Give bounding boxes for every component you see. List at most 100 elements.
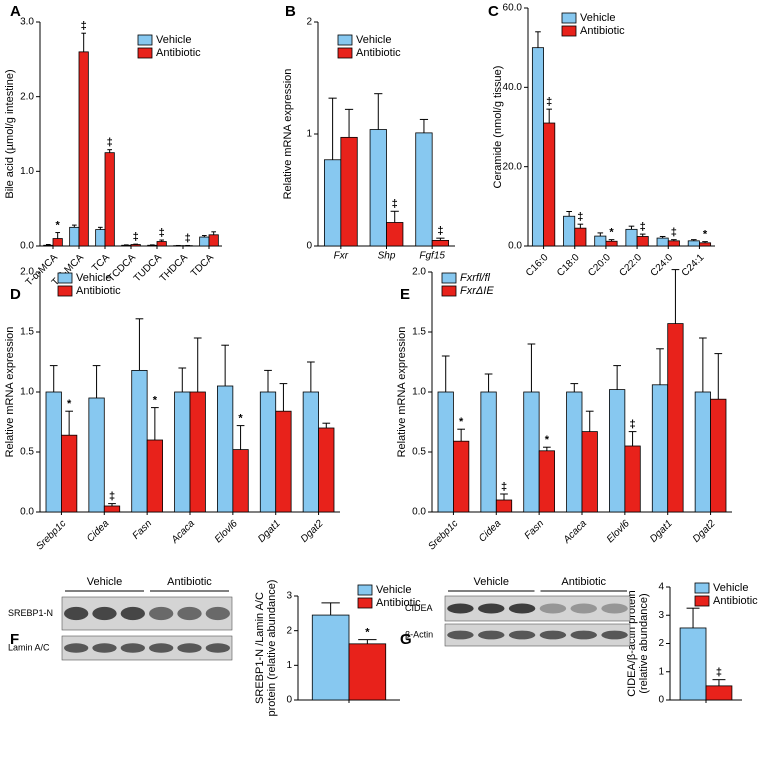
panel-letter: C (488, 3, 499, 20)
panel-letter: B (285, 3, 296, 20)
x-tick-label: C20:0 (586, 252, 613, 279)
bar (687, 240, 700, 247)
bar (538, 450, 555, 513)
bar (710, 398, 727, 513)
legend-label: Vehicle (580, 12, 615, 24)
panel-letter: G (400, 631, 412, 648)
significance-marker: ‡ (546, 96, 552, 108)
y-tick-label: 1.5 (412, 327, 426, 338)
significance-marker: * (459, 416, 464, 428)
bar (173, 245, 184, 247)
significance-marker: ‡ (109, 491, 115, 503)
bar (705, 685, 733, 701)
bar (131, 369, 148, 513)
bar (95, 229, 106, 247)
legend-label: Vehicle (376, 584, 411, 596)
y-axis-label: protein (relative abundance) (266, 580, 278, 717)
blot-band (447, 603, 474, 614)
bar (147, 244, 158, 247)
x-tick-label: TCA (90, 252, 112, 274)
bar (581, 431, 598, 513)
bar (45, 391, 62, 513)
legend-swatch (694, 582, 710, 594)
panel-letter: A (10, 3, 21, 20)
significance-marker: * (609, 227, 614, 239)
legend-label: Fxrfl/fl (460, 272, 490, 284)
bar (174, 391, 191, 513)
y-tick-label: 2.0 (20, 267, 34, 278)
bar (302, 391, 319, 513)
bar (605, 240, 618, 247)
blot-band (539, 630, 567, 640)
bar (103, 505, 121, 513)
legend-label: Antibiotic (76, 285, 121, 297)
bar (146, 439, 163, 513)
y-tick-label: 3 (286, 591, 292, 602)
y-tick-label: 2.0 (20, 91, 34, 102)
blot-band (92, 643, 117, 653)
y-tick-label: 20.0 (503, 161, 523, 172)
bar (415, 132, 433, 247)
bar (386, 222, 404, 247)
bar (69, 226, 80, 247)
blot-group-label: Vehicle (87, 576, 122, 588)
significance-marker: * (67, 398, 72, 410)
blot-row-label: Lamin A/C (8, 642, 50, 652)
y-tick-label: 0 (658, 695, 664, 706)
y-tick-label: 2.0 (412, 267, 426, 278)
bar (323, 159, 342, 247)
bar (574, 227, 587, 247)
y-tick-label: 1.0 (20, 166, 34, 177)
bar (130, 244, 141, 247)
y-tick-label: 0.0 (412, 507, 426, 518)
bar (594, 235, 607, 247)
x-tick-label: Dgat1 (648, 518, 675, 545)
panel-letter: E (400, 286, 410, 303)
legend-swatch (337, 34, 353, 46)
y-tick-label: 2 (306, 17, 312, 28)
blot-band (570, 603, 597, 614)
blot-group-label: Antibiotic (167, 576, 212, 588)
bar (232, 449, 249, 513)
bar (699, 242, 712, 247)
y-axis-label: Relative mRNA expression (396, 327, 408, 458)
x-tick-label: Dgat2 (691, 518, 718, 545)
blot-band (539, 603, 567, 614)
y-tick-label: 3.0 (20, 17, 34, 28)
legend-swatch (357, 597, 373, 609)
bar (609, 389, 626, 513)
x-tick-label: Fasn (131, 518, 155, 542)
bar (61, 434, 78, 513)
bar (121, 244, 132, 247)
x-tick-label: TUDCA (132, 252, 164, 284)
legend-swatch (441, 272, 457, 284)
blot-row-label: β-Actin (405, 629, 433, 639)
blot-band (92, 606, 117, 621)
bar (667, 323, 684, 513)
bar (495, 499, 513, 513)
x-tick-label: Dgat2 (299, 518, 326, 545)
significance-marker: ‡ (577, 211, 583, 223)
x-tick-label: Srebp1c (34, 518, 68, 552)
y-tick-label: 60.0 (503, 3, 523, 14)
significance-marker: ‡ (185, 232, 191, 244)
x-tick-label: C24:1 (680, 252, 707, 279)
x-tick-label: C18:0 (555, 252, 582, 279)
bar (52, 238, 63, 247)
x-tick-label: Acaca (561, 518, 589, 546)
significance-marker: ‡ (133, 231, 139, 243)
blot-band (570, 630, 597, 640)
legend-swatch (137, 34, 153, 46)
x-tick-label: Elovl6 (213, 518, 240, 545)
x-tick-label: THDCA (158, 252, 190, 284)
blot-band (601, 630, 628, 640)
legend-swatch (137, 47, 153, 59)
bar (636, 236, 649, 247)
significance-marker: * (153, 395, 158, 407)
bar (431, 239, 450, 247)
legend-label: Antibiotic (376, 597, 421, 609)
legend-label: Antibiotic (580, 25, 625, 37)
blot-group-label: Antibiotic (561, 576, 606, 588)
x-tick-label: Fasn (523, 518, 547, 542)
y-tick-label: 2 (658, 638, 664, 649)
